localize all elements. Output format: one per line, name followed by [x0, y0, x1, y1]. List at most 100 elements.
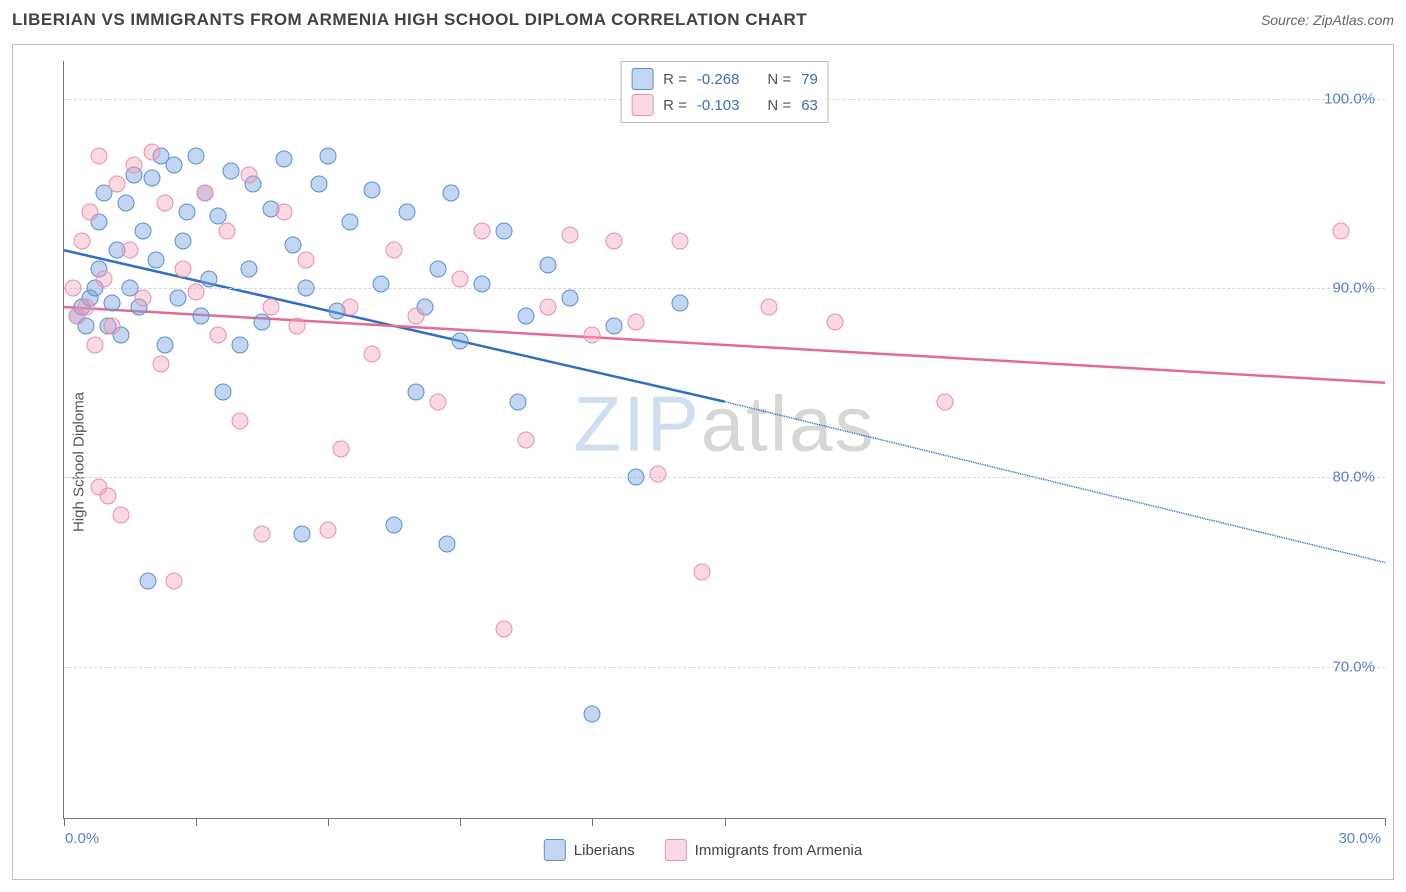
legend-label: Liberians — [574, 842, 635, 859]
data-point-armenia — [826, 314, 843, 331]
data-point-armenia — [342, 299, 359, 316]
gridline — [64, 667, 1385, 668]
data-point-armenia — [474, 223, 491, 240]
stats-row-liberians: R = -0.268 N = 79 — [631, 66, 818, 92]
data-point-armenia — [430, 393, 447, 410]
data-point-armenia — [218, 223, 235, 240]
r-label: R = — [663, 97, 687, 114]
gridline — [64, 288, 1385, 289]
data-point-liberians — [214, 384, 231, 401]
data-point-liberians — [518, 308, 535, 325]
data-point-armenia — [289, 317, 306, 334]
data-point-armenia — [936, 393, 953, 410]
data-point-armenia — [562, 227, 579, 244]
data-point-liberians — [135, 223, 152, 240]
data-point-liberians — [223, 162, 240, 179]
chart-container: High School Diploma R =-0.268N =79R =-0.… — [12, 44, 1394, 880]
legend-swatch-icon — [631, 68, 653, 90]
data-point-liberians — [148, 251, 165, 268]
data-point-armenia — [672, 232, 689, 249]
data-point-armenia — [1332, 223, 1349, 240]
x-tick — [64, 818, 65, 826]
data-point-armenia — [86, 336, 103, 353]
data-point-liberians — [496, 223, 513, 240]
data-point-liberians — [170, 289, 187, 306]
data-point-liberians — [157, 336, 174, 353]
data-point-liberians — [188, 147, 205, 164]
watermark: ZIPatlas — [573, 379, 875, 470]
data-point-armenia — [276, 204, 293, 221]
data-point-liberians — [201, 270, 218, 287]
data-point-armenia — [364, 346, 381, 363]
data-point-armenia — [91, 147, 108, 164]
r-label: R = — [663, 71, 687, 88]
source-attribution: Source: ZipAtlas.com — [1261, 12, 1394, 28]
data-point-liberians — [104, 295, 121, 312]
y-tick-label: 80.0% — [1332, 469, 1375, 486]
data-point-armenia — [100, 488, 117, 505]
data-point-armenia — [606, 232, 623, 249]
data-point-armenia — [126, 157, 143, 174]
y-tick-label: 100.0% — [1324, 90, 1375, 107]
stats-row-armenia: R = -0.103 N = 63 — [631, 92, 818, 118]
data-point-armenia — [82, 204, 99, 221]
legend-swatch-icon — [665, 839, 687, 861]
data-point-liberians — [254, 314, 271, 331]
data-point-armenia — [320, 522, 337, 539]
data-point-armenia — [496, 620, 513, 637]
data-point-armenia — [73, 232, 90, 249]
data-point-liberians — [117, 194, 134, 211]
data-point-liberians — [276, 151, 293, 168]
data-point-liberians — [293, 526, 310, 543]
data-point-armenia — [144, 143, 161, 160]
data-point-armenia — [113, 507, 130, 524]
data-point-liberians — [509, 393, 526, 410]
gridline — [64, 477, 1385, 478]
y-tick-label: 70.0% — [1332, 658, 1375, 675]
data-point-armenia — [518, 431, 535, 448]
data-point-armenia — [210, 327, 227, 344]
data-point-armenia — [650, 465, 667, 482]
data-point-liberians — [628, 469, 645, 486]
data-point-liberians — [232, 336, 249, 353]
data-point-armenia — [196, 185, 213, 202]
data-point-armenia — [694, 563, 711, 580]
data-point-armenia — [108, 176, 125, 193]
series-legend: LiberiansImmigrants from Armenia — [544, 839, 862, 861]
n-value: 63 — [801, 97, 818, 114]
data-point-liberians — [320, 147, 337, 164]
data-point-liberians — [443, 185, 460, 202]
legend-item-liberians: Liberians — [544, 839, 635, 861]
data-point-armenia — [166, 573, 183, 590]
data-point-armenia — [408, 308, 425, 325]
n-label: N = — [767, 97, 791, 114]
n-label: N = — [767, 71, 791, 88]
data-point-liberians — [439, 535, 456, 552]
data-point-liberians — [386, 516, 403, 533]
data-point-armenia — [240, 166, 257, 183]
data-point-liberians — [452, 333, 469, 350]
x-tick — [725, 818, 726, 826]
data-point-armenia — [135, 289, 152, 306]
data-point-liberians — [144, 170, 161, 187]
legend-swatch-icon — [631, 94, 653, 116]
n-value: 79 — [801, 71, 818, 88]
r-value: -0.103 — [697, 97, 740, 114]
chart-title: LIBERIAN VS IMMIGRANTS FROM ARMENIA HIGH… — [12, 10, 807, 30]
data-point-liberians — [192, 308, 209, 325]
data-point-liberians — [166, 157, 183, 174]
data-point-liberians — [373, 276, 390, 293]
data-point-liberians — [298, 280, 315, 297]
data-point-liberians — [342, 213, 359, 230]
data-point-armenia — [64, 280, 81, 297]
legend-swatch-icon — [544, 839, 566, 861]
x-tick — [460, 818, 461, 826]
data-point-liberians — [284, 236, 301, 253]
data-point-liberians — [474, 276, 491, 293]
x-tick — [1385, 818, 1386, 826]
data-point-armenia — [104, 317, 121, 334]
r-value: -0.268 — [697, 71, 740, 88]
data-point-liberians — [606, 317, 623, 334]
data-point-liberians — [540, 257, 557, 274]
x-axis-left-label: 0.0% — [65, 830, 99, 847]
